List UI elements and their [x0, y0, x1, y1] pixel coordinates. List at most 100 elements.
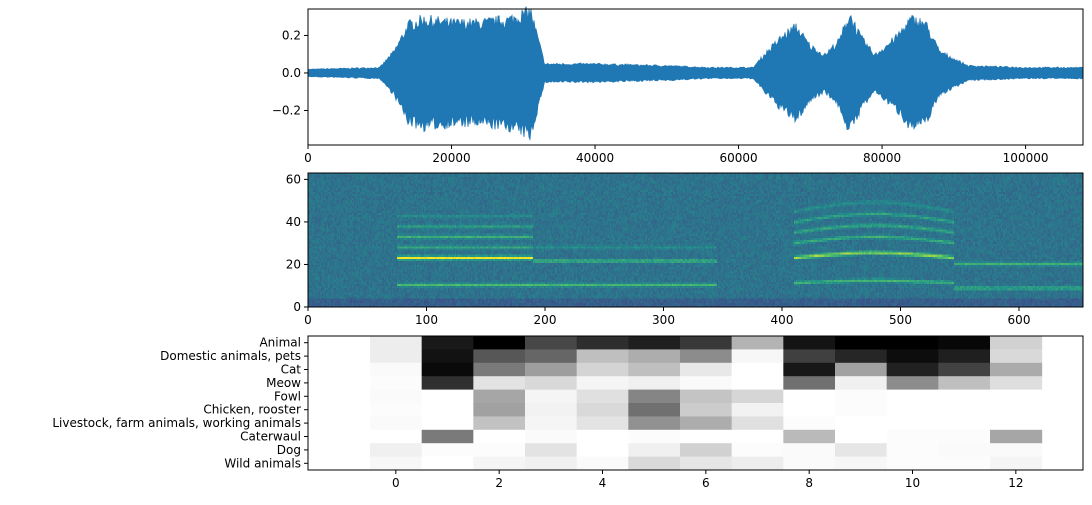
waveform-axes: 0 20000 40000 60000 80000 100000 −0.2 0.0 0.2 [272, 6, 1084, 165]
heatmap-cell [421, 336, 474, 350]
spectrogram-axes: 0 100 200 300 400 500 600 0 20 40 60 [286, 172, 1084, 327]
heatmap-cell [473, 456, 526, 471]
heatmap-cell [990, 349, 1043, 364]
heatmap-cell [783, 429, 836, 444]
x-tick-label: 4 [599, 476, 607, 490]
heatmap-cell [576, 456, 629, 471]
heatmap-cell [731, 349, 784, 364]
heatmap-cell [680, 416, 733, 431]
heatmap-cell [731, 429, 784, 444]
heatmap-cell [628, 429, 681, 444]
heatmap-cell [421, 456, 474, 471]
spectrogram-image [308, 173, 1083, 307]
heatmap-cell [938, 443, 991, 458]
y-tick-label: 0.2 [282, 28, 301, 42]
x-tick-label: 20000 [432, 151, 470, 165]
heatmap-cell [886, 376, 939, 391]
heatmap-cell [473, 403, 526, 417]
heatmap-cell [731, 443, 784, 458]
y-tick-label: 60 [286, 172, 301, 186]
class-label: Wild animals [224, 456, 301, 470]
heatmap-cell [731, 376, 784, 391]
class-label: Meow [266, 376, 301, 390]
heatmap-cell [783, 403, 836, 417]
heatmap-cell [783, 443, 836, 458]
spectrogram-frame [307, 172, 1084, 308]
heatmap-cell [525, 416, 578, 431]
x-tick-label: 0 [304, 151, 312, 165]
heatmap-cell [370, 389, 423, 404]
heatmap-cell [835, 362, 888, 377]
heatmap-cell [990, 336, 1043, 350]
heatmap-cell [938, 376, 991, 391]
heatmap-frame [307, 335, 1084, 471]
heatmap-cell [731, 389, 784, 404]
heatmap-cell [576, 349, 629, 364]
heatmap-cell [628, 443, 681, 458]
heatmap-cell [473, 376, 526, 391]
heatmap-cell [576, 416, 629, 431]
heatmap-cell [990, 376, 1043, 391]
heatmap-cell [990, 362, 1043, 377]
heatmap-cell [576, 443, 629, 458]
heatmap-cell [473, 389, 526, 404]
heatmap-cell [473, 443, 526, 458]
heatmap-cell [886, 349, 939, 364]
heatmap-cell [680, 456, 733, 471]
class-label: Fowl [274, 389, 301, 403]
heatmap-cell [835, 376, 888, 391]
heatmap-cell [886, 403, 939, 417]
heatmap-cell [731, 362, 784, 377]
heatmap-cell [525, 443, 578, 458]
heatmap-cell [886, 362, 939, 377]
heatmap-cell [576, 376, 629, 391]
x-tick-label: 200 [534, 313, 557, 327]
heatmap-cell [886, 416, 939, 431]
heatmap-cell [370, 443, 423, 458]
heatmap-cell [370, 456, 423, 471]
x-tick-label: 300 [652, 313, 675, 327]
heatmap-cell [680, 336, 733, 350]
heatmap-cell [421, 429, 474, 444]
heatmap-cell [576, 389, 629, 404]
heatmap-cell [835, 443, 888, 458]
heatmap-cell [680, 362, 733, 377]
heatmap-cell [525, 429, 578, 444]
heatmap-cell [628, 389, 681, 404]
heatmap-cell [628, 336, 681, 350]
heatmap-cell [370, 336, 423, 350]
heatmap-cell [990, 443, 1043, 458]
heatmap-cell [783, 389, 836, 404]
x-tick-label: 0 [304, 313, 312, 327]
heatmap-cell [421, 389, 474, 404]
heatmap-cell [576, 403, 629, 417]
heatmap-cell [835, 349, 888, 364]
heatmap-cell [938, 389, 991, 404]
heatmap-cell [938, 336, 991, 350]
heatmap-cell [938, 416, 991, 431]
x-tick-label: 100000 [1003, 151, 1049, 165]
x-tick-label: 0 [392, 476, 400, 490]
heatmap-cell [473, 349, 526, 364]
x-tick-label: 2 [495, 476, 503, 490]
heatmap-cell [421, 403, 474, 417]
heatmap-cell [421, 376, 474, 391]
heatmap-cell [990, 416, 1043, 431]
heatmap-cell [680, 403, 733, 417]
heatmap-cell [525, 456, 578, 471]
heatmap-cell [731, 416, 784, 431]
heatmap-cell [680, 429, 733, 444]
waveform-frame [307, 8, 1084, 146]
heatmap-cell [370, 403, 423, 417]
heatmap-cell [370, 429, 423, 444]
class-label: Chicken, rooster [203, 403, 301, 417]
heatmap-cell [835, 429, 888, 444]
heatmap-cell [835, 403, 888, 417]
y-tick-label: −0.2 [272, 103, 301, 117]
heatmap-cell [628, 403, 681, 417]
heatmap-cell [938, 429, 991, 444]
heatmap-cell [886, 456, 939, 471]
heatmap-cell [370, 349, 423, 364]
